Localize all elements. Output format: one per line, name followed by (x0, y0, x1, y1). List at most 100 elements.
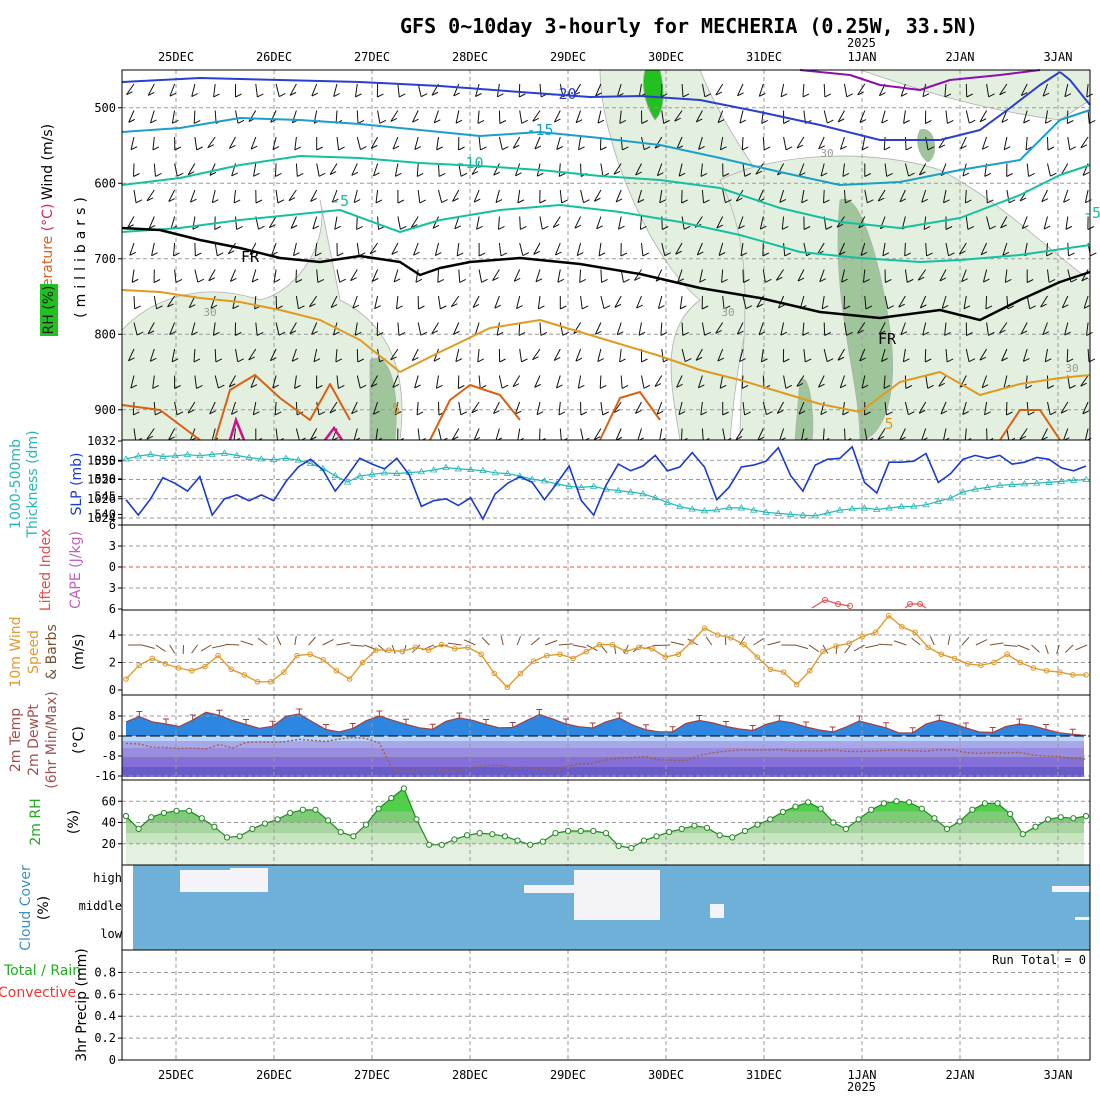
wind-barb-flag (150, 119, 157, 124)
wind-barb (986, 216, 991, 230)
wind-barb (637, 428, 642, 442)
wind-barb (191, 83, 196, 97)
wind-barb (558, 401, 561, 415)
wind-barb-flag (231, 410, 238, 415)
wind-barb (656, 401, 663, 415)
wind-barb-flag (635, 171, 642, 176)
wind-barb-flag (440, 305, 447, 310)
wind-barb (984, 401, 988, 415)
wind-barb-flag (415, 278, 423, 283)
wind-barb-flag (1006, 411, 1013, 416)
wind-barb (960, 136, 967, 149)
wind-barb (436, 136, 439, 150)
wind-barb-flag (818, 145, 825, 150)
wind-barb (512, 136, 521, 149)
wind-barb (413, 242, 419, 256)
wind-barb (944, 83, 947, 97)
lifted-index-marker (835, 601, 841, 607)
wind-barb-flag (864, 411, 871, 416)
wind-barb-flag (435, 252, 442, 257)
wind-barb (1044, 110, 1048, 124)
wind10-barb (391, 644, 396, 654)
wind-barb-flag (412, 118, 419, 123)
wind-barb-flag (985, 305, 993, 310)
wind-barb (533, 242, 541, 255)
rh2m-marker (236, 833, 243, 840)
wind-barb-flag (129, 251, 136, 256)
wind-barb-flag (360, 384, 367, 389)
wind-barb-flag (1069, 384, 1076, 389)
wind-barb-flag (390, 117, 398, 122)
wind10-barb (191, 644, 198, 654)
rh2m-marker (413, 816, 420, 823)
wind10-barb (257, 637, 268, 646)
wind-barb (356, 136, 361, 150)
wind10-barb (1056, 644, 1060, 654)
wind-barb-flag (966, 332, 973, 336)
wind-barb-flag (175, 278, 183, 283)
wind10-title-a: 10m Wind (8, 616, 24, 687)
wind-barb-flag (1082, 172, 1090, 176)
wind-barb (353, 189, 358, 203)
wind-barb (478, 136, 481, 150)
wind-barb (536, 401, 541, 415)
wind-barb (797, 269, 805, 282)
wind-barb (614, 295, 622, 308)
bottom-date-label: 31DEC (746, 1068, 782, 1082)
wind10-marker (346, 676, 353, 682)
wind-barb-flag (537, 172, 544, 177)
wind-barb-flag (737, 330, 744, 335)
wind-barb (434, 242, 439, 256)
thickness-marker (811, 512, 819, 519)
rh2m-marker (350, 833, 357, 840)
wind-barb (842, 163, 845, 177)
wind-barb-flag (863, 278, 870, 283)
wind-barb (316, 269, 319, 283)
wind10-marker (899, 623, 905, 630)
wind-barb-flag (192, 225, 200, 230)
y-tick-label: 550 (94, 472, 116, 486)
wind-barb-flag (777, 409, 784, 414)
wind-barb (335, 348, 338, 362)
thickness-marker (208, 450, 216, 457)
wind-barb (312, 216, 318, 230)
rh2m-marker (249, 825, 256, 832)
wind-barb-flag (1064, 331, 1071, 336)
wind-barb-flag (968, 358, 976, 363)
wind10-marker (504, 684, 511, 691)
rh2m-marker (956, 818, 963, 825)
wind-barb (557, 269, 561, 283)
wind-barb (370, 375, 379, 388)
top-date-label: 28DEC (452, 50, 488, 64)
thickness-marker (713, 506, 721, 513)
y-tick-label: 1028 (87, 473, 116, 487)
wind-barb (294, 136, 297, 150)
wind-barb (497, 216, 500, 230)
thickness-marker (442, 463, 450, 470)
wind-barb (1025, 136, 1028, 150)
wind-barb-flag (253, 172, 260, 177)
temp2m-max-marker (243, 719, 249, 725)
thickness-marker (380, 469, 389, 476)
wind-barb (594, 322, 602, 335)
wind-barb-flag (512, 383, 520, 388)
wind-barb-flag (962, 411, 969, 415)
rh2m-marker (779, 808, 786, 815)
wind-barb-flag (213, 93, 220, 98)
wind-barb (537, 295, 541, 309)
rh2m-marker (261, 820, 269, 827)
wind-barb (1083, 295, 1089, 309)
wind-barb (311, 322, 318, 335)
wind-barb-flag (372, 277, 379, 282)
wind-barb-flag (502, 146, 509, 151)
wind-barb-flag (944, 331, 951, 336)
wind-barb (979, 348, 988, 361)
wind-barb (597, 348, 602, 362)
wind-barb-flag (188, 304, 196, 309)
wind-barb-flag (1045, 119, 1052, 124)
wind-barb (210, 295, 216, 309)
wind-barb-flag (818, 383, 825, 388)
wind-barb-flag (999, 329, 1006, 334)
rh2m-marker (969, 806, 976, 813)
